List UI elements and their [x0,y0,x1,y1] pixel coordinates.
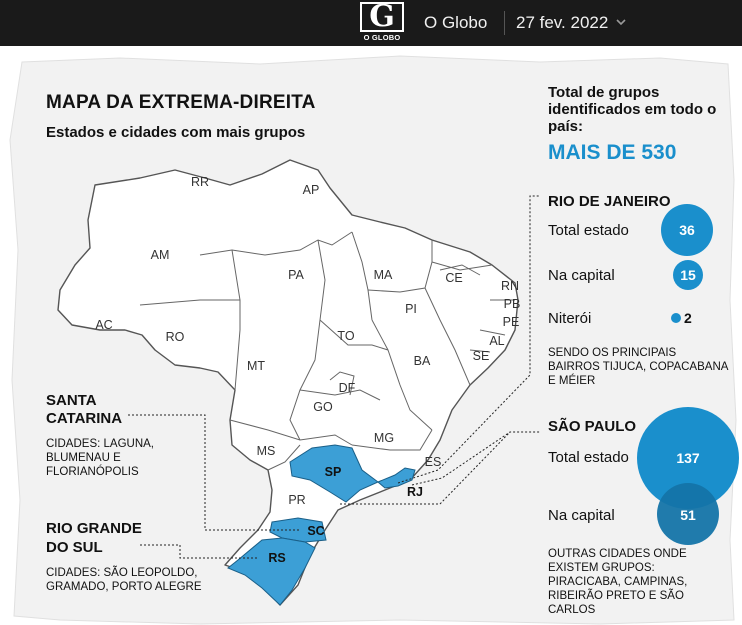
bubble-rj-capital [673,260,703,290]
state-label-rj: RJ [407,485,423,499]
o-globo-logo[interactable]: G O GLOBO [360,2,404,44]
divider [504,11,505,35]
state-label-to: TO [337,329,355,343]
leader-lines [128,195,540,559]
rio-note: SENDO OS PRINCIPAIS BAIRROS TIJUCA, COPA… [548,347,728,387]
state-label-ro: RO [165,330,185,344]
top-bar: G O GLOBO O Globo 27 fev. 2022 [0,0,742,46]
state-label-rn: RN [500,279,520,293]
leader-sp [340,431,511,505]
bubble-rj-total [661,204,713,256]
state-label-am: AM [150,248,170,262]
state-label-rs: RS [268,551,286,565]
sc-note: CIDADES: LAGUNA, BLUMENAU E FLORIANÓPOLI… [46,438,154,478]
rio-row-capital-value: 15 [680,267,696,283]
state-label-pb: PB [503,297,521,311]
chevron-down-icon[interactable] [616,17,626,27]
state-label-ce: CE [445,271,463,285]
state-label-go: GO [313,400,333,414]
state-label-df: DF [338,381,356,395]
rio-row-niteroi-label: Niterói [548,310,592,327]
leader-rj [397,195,540,484]
state-rs [227,537,316,606]
sp-title: SÃO PAULO [548,418,637,435]
sp-row-capital-label: Na capital [548,507,615,524]
state-label-pa: PA [288,268,304,282]
state-sp [289,444,379,503]
state-label-pi: PI [405,302,417,316]
publication-date[interactable]: 27 fev. 2022 [516,13,609,32]
state-borders [139,231,515,471]
bubble-rj-niteroi [671,313,681,323]
sc-title-line1: SANTA [46,392,97,409]
state-label-ma: MA [373,268,393,282]
state-label-pr: PR [288,493,306,507]
state-label-ms: MS [256,444,276,458]
map-title: MAPA DA EXTREMA-DIREITA [46,92,316,113]
bubble-sp-total [637,407,739,509]
state-label-ba: BA [413,354,431,368]
state-label-mg: MG [373,431,395,445]
state-label-se: SE [472,349,490,363]
state-rj [377,467,416,489]
rs-title-line2: DO SUL [46,539,103,556]
sc-title-line2: CATARINA [46,410,123,427]
map-subtitle: Estados e cidades com mais grupos [46,124,306,141]
rio-row-niteroi-value: 2 [684,310,692,326]
sp-row-total-value: 137 [676,450,700,466]
bubbles [637,204,739,545]
logo-letter: G [360,2,404,32]
state-label-ac: AC [95,318,113,332]
total-label: Total de grupos identificados em todo o … [548,84,717,135]
bubble-sp-capital [657,483,719,545]
state-label-sc: SC [307,524,325,538]
sp-row-capital-value: 51 [680,507,696,523]
brand-name[interactable]: O Globo [424,13,488,32]
rio-row-total-value: 36 [679,222,695,238]
rio-title: RIO DE JANEIRO [548,193,671,210]
rio-row-capital-label: Na capital [548,267,615,284]
brazil-outline [57,159,519,606]
state-label-pe: PE [502,315,520,329]
state-label-al: AL [489,334,505,348]
logo-text: O GLOBO [360,32,404,44]
sp-row-total-label: Total estado [548,449,629,466]
total-value: MAIS DE 530 [548,141,677,164]
highlighted-states [227,444,416,606]
state-label-ap: AP [302,183,320,197]
state-label-sp: SP [324,465,342,479]
state-label-es: ES [424,455,442,469]
rio-row-total-label: Total estado [548,222,629,239]
state-label-rr: RR [190,175,210,189]
state-label-mt: MT [246,359,266,373]
sp-note: OUTRAS CIDADES ONDE EXISTEM GRUPOS: PIRA… [548,548,688,616]
leader-rs [140,544,258,559]
rs-title-line1: RIO GRANDE [46,520,142,537]
rs-note: CIDADES: SÃO LEOPOLDO, GRAMADO, PORTO AL… [46,567,202,593]
